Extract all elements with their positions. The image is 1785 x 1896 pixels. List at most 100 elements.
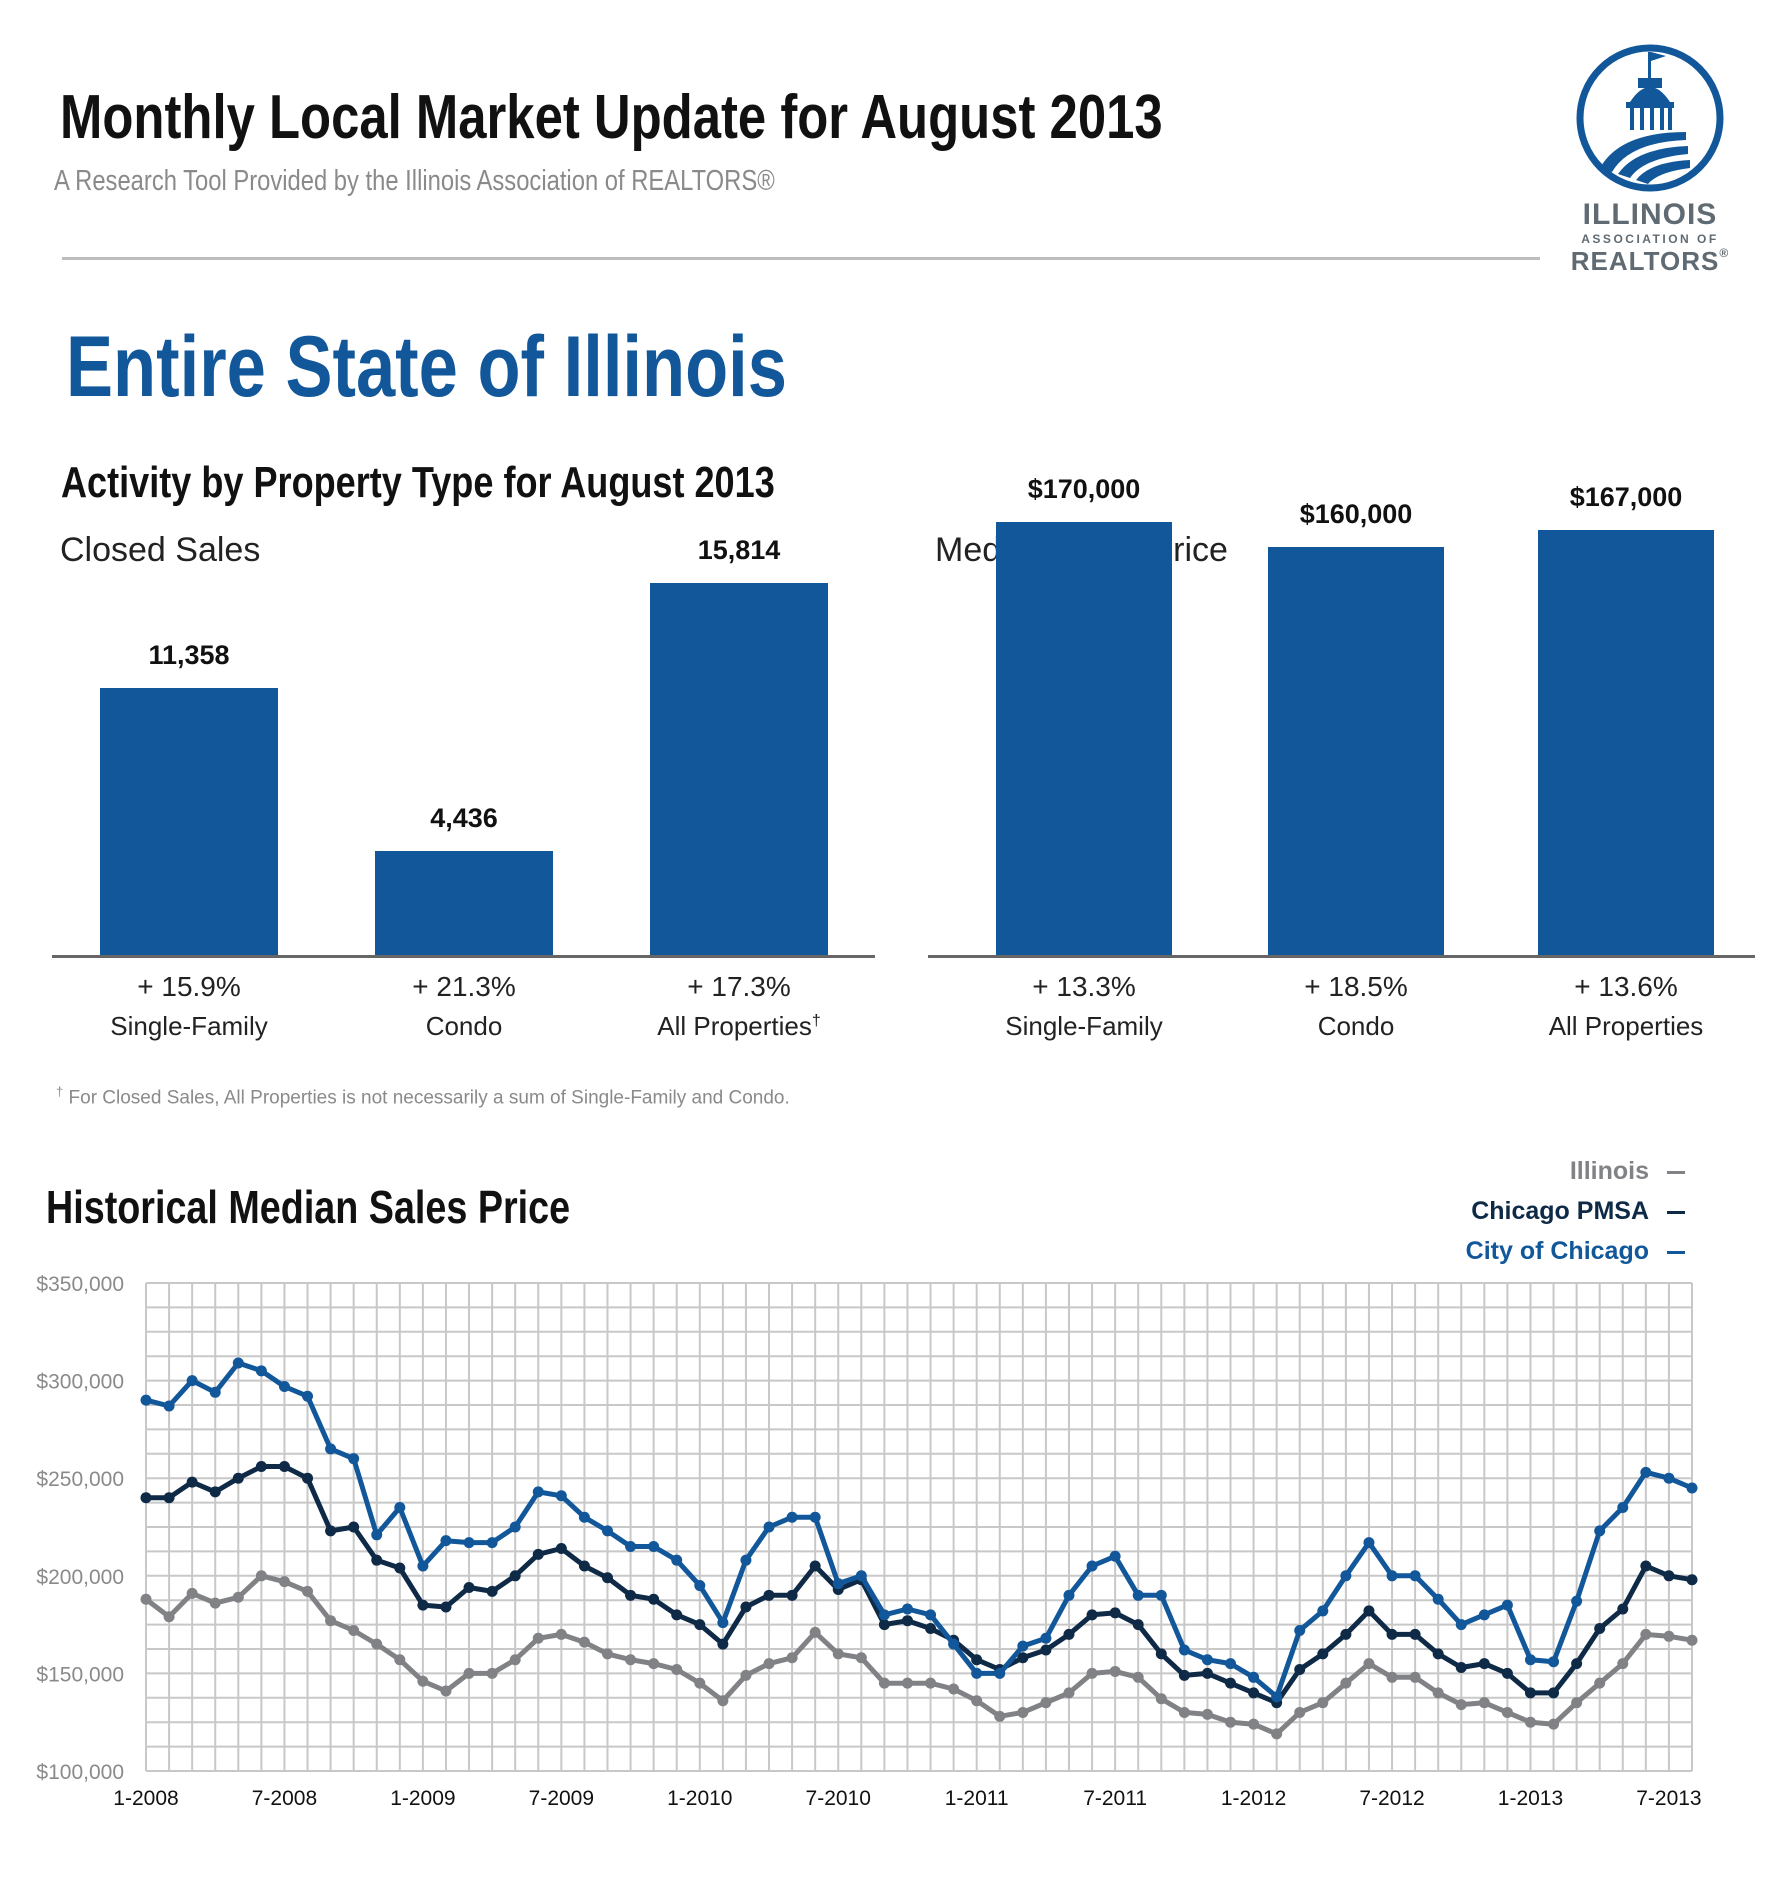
bar-value-label-0: 11,358 [148, 639, 230, 670]
x-tick-label: 7-2013 [1636, 1787, 1701, 1810]
bar-1 [1268, 547, 1444, 955]
data-point-chicago-pmsa [717, 1638, 729, 1650]
data-point-illinois [440, 1685, 452, 1697]
data-point-illinois [1040, 1697, 1052, 1709]
data-point-city-of-chicago [994, 1667, 1006, 1679]
data-point-city-of-chicago [1271, 1691, 1283, 1703]
data-point-chicago-pmsa [786, 1589, 798, 1601]
data-point-chicago-pmsa [1594, 1623, 1606, 1635]
data-point-city-of-chicago [901, 1603, 913, 1615]
data-point-city-of-chicago [278, 1380, 290, 1392]
data-point-city-of-chicago [1501, 1599, 1513, 1611]
data-point-chicago-pmsa [1340, 1628, 1352, 1640]
data-point-chicago-pmsa [1155, 1648, 1167, 1660]
data-point-city-of-chicago [971, 1667, 983, 1679]
category-label-0: Single-Family [1005, 1011, 1163, 1041]
capitol-dome-icon [1576, 44, 1724, 192]
change-percent-1: + 21.3% [412, 971, 516, 1002]
data-point-chicago-pmsa [1548, 1687, 1560, 1699]
data-point-city-of-chicago [717, 1617, 729, 1629]
data-point-illinois [855, 1652, 867, 1664]
data-point-city-of-chicago [1132, 1589, 1144, 1601]
data-point-chicago-pmsa [809, 1560, 821, 1572]
page-subtitle: A Research Tool Provided by the Illinois… [54, 165, 775, 197]
data-point-illinois [994, 1710, 1006, 1722]
data-point-chicago-pmsa [925, 1623, 937, 1635]
data-point-chicago-pmsa [486, 1585, 498, 1597]
data-point-city-of-chicago [1478, 1609, 1490, 1621]
data-point-city-of-chicago [325, 1443, 337, 1455]
data-point-chicago-pmsa [1178, 1669, 1190, 1681]
category-label-1: Condo [425, 1011, 503, 1041]
logo-text-association: ASSOCIATION OF [1581, 232, 1719, 246]
bar-chart-baseline [928, 955, 1755, 958]
data-point-chicago-pmsa [186, 1476, 198, 1488]
data-point-city-of-chicago [163, 1400, 175, 1412]
region-title: Entire State of Illinois [66, 319, 787, 415]
data-point-city-of-chicago [1548, 1656, 1560, 1668]
data-point-chicago-pmsa [740, 1601, 752, 1613]
legend-city-of-chicago-swatch [1667, 1250, 1685, 1254]
data-point-illinois [625, 1654, 637, 1666]
data-point-chicago-pmsa [1086, 1609, 1098, 1621]
data-point-illinois [1225, 1716, 1237, 1728]
data-point-illinois [901, 1677, 913, 1689]
data-point-illinois [948, 1683, 960, 1695]
data-point-city-of-chicago [671, 1554, 683, 1566]
data-point-city-of-chicago [1363, 1537, 1375, 1549]
data-point-illinois [1109, 1665, 1121, 1677]
data-point-city-of-chicago [855, 1570, 867, 1582]
data-point-chicago-pmsa [878, 1619, 890, 1631]
data-point-chicago-pmsa [1432, 1648, 1444, 1660]
y-tick-label: $300,000 [36, 1371, 124, 1394]
data-point-illinois [971, 1695, 983, 1707]
data-point-illinois [601, 1648, 613, 1660]
data-point-chicago-pmsa [509, 1570, 521, 1582]
data-point-chicago-pmsa [394, 1562, 406, 1574]
data-point-city-of-chicago [1524, 1654, 1536, 1666]
y-tick-label: $150,000 [36, 1663, 124, 1686]
data-point-city-of-chicago [1663, 1472, 1675, 1484]
data-point-city-of-chicago [1617, 1501, 1629, 1513]
category-label-1: Condo [1317, 1011, 1395, 1041]
data-point-city-of-chicago [509, 1521, 521, 1533]
data-point-city-of-chicago [302, 1390, 314, 1402]
data-point-illinois [486, 1667, 498, 1679]
y-tick-label: $250,000 [36, 1468, 124, 1491]
legend-illinois: Illinois [1570, 1157, 1685, 1186]
data-point-chicago-pmsa [532, 1548, 544, 1560]
data-point-city-of-chicago [1040, 1632, 1052, 1644]
data-point-chicago-pmsa [1248, 1687, 1260, 1699]
data-point-city-of-chicago [1317, 1605, 1329, 1617]
data-point-illinois [671, 1663, 683, 1675]
data-point-city-of-chicago [232, 1357, 244, 1369]
data-point-chicago-pmsa [348, 1521, 360, 1533]
bar-2 [1538, 529, 1714, 955]
data-point-illinois [1386, 1671, 1398, 1683]
change-percent-0: + 15.9% [137, 971, 241, 1002]
illinois-realtors-logo: ILLINOIS ASSOCIATION OF REALTORS® [1560, 40, 1740, 276]
x-tick-label: 1-2011 [945, 1787, 1009, 1810]
data-point-illinois [809, 1626, 821, 1638]
data-point-city-of-chicago [1294, 1624, 1306, 1636]
data-point-illinois [394, 1654, 406, 1666]
x-tick-label: 1-2013 [1498, 1787, 1563, 1810]
data-point-chicago-pmsa [1225, 1677, 1237, 1689]
data-point-illinois [648, 1658, 660, 1670]
data-point-city-of-chicago [532, 1486, 544, 1498]
data-point-chicago-pmsa [648, 1593, 660, 1605]
data-point-city-of-chicago [740, 1554, 752, 1566]
data-point-illinois [1063, 1687, 1075, 1699]
data-point-city-of-chicago [1201, 1654, 1213, 1666]
data-point-illinois [1409, 1671, 1421, 1683]
bar-2 [650, 583, 828, 955]
change-percent-2: + 13.6% [1574, 971, 1678, 1002]
data-point-illinois [578, 1636, 590, 1648]
x-tick-label: 1-2012 [1221, 1787, 1286, 1810]
data-point-illinois [1686, 1634, 1698, 1646]
data-point-city-of-chicago [1640, 1466, 1652, 1478]
change-percent-2: + 17.3% [687, 971, 791, 1002]
data-point-chicago-pmsa [625, 1589, 637, 1601]
bar-value-label-2: $167,000 [1569, 481, 1683, 512]
data-point-city-of-chicago [878, 1609, 890, 1621]
